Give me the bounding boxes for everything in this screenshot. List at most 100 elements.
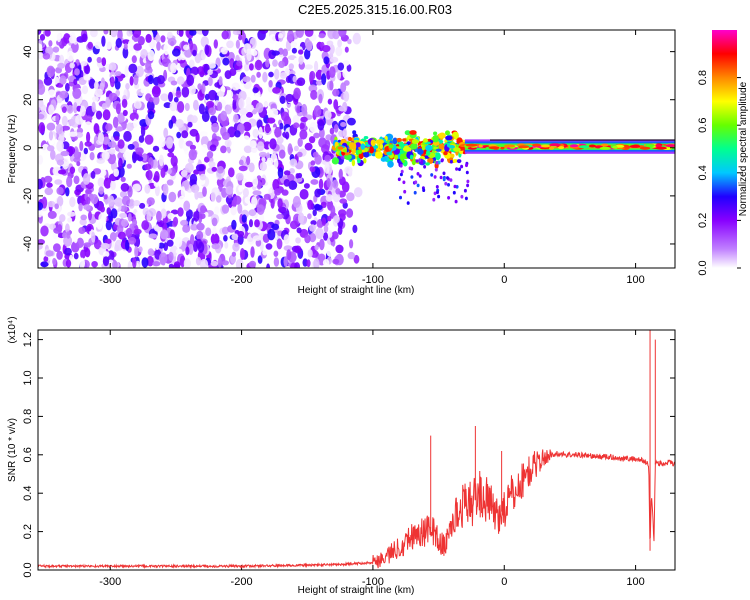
heatmap-cell xyxy=(410,175,414,179)
heatmap-cell xyxy=(174,236,183,248)
heatmap-cell xyxy=(304,30,314,37)
heatmap-cell xyxy=(655,144,662,148)
heatmap-cell xyxy=(327,98,333,105)
heatmap-cell xyxy=(250,74,256,83)
heatmap-cell xyxy=(80,214,87,221)
heatmap-cell xyxy=(157,220,165,228)
heatmap-cell xyxy=(318,178,324,190)
snr-y-tick-label: 1.2 xyxy=(22,332,34,347)
heatmap-cell xyxy=(65,82,70,92)
heatmap-cell xyxy=(83,204,91,211)
heatmap-cell xyxy=(394,154,399,160)
heatmap-cell xyxy=(110,76,115,88)
heatmap-cell xyxy=(283,256,288,268)
heatmap-cell xyxy=(144,134,154,145)
heatmap-cell xyxy=(337,225,343,235)
heatmap-cell xyxy=(133,228,142,235)
heatmap-cell xyxy=(321,144,330,154)
heatmap-cell xyxy=(466,183,470,188)
heatmap-cell xyxy=(347,251,355,260)
heatmap-cell xyxy=(363,151,370,158)
heatmap-cell xyxy=(256,141,265,152)
heatmap-cell xyxy=(241,214,247,223)
heatmap-cell xyxy=(258,126,263,139)
snr-background xyxy=(38,330,675,570)
heatmap-cell xyxy=(304,64,313,70)
heatmap-cell xyxy=(294,262,300,268)
heatmap-cell xyxy=(88,78,96,89)
heatmap-cell xyxy=(38,208,43,218)
heatmap-cell xyxy=(351,159,356,167)
heatmap-cell xyxy=(353,187,363,198)
heatmap-cell xyxy=(103,30,109,35)
heatmap-cell xyxy=(188,148,197,161)
heatmap-cell xyxy=(409,130,417,135)
heatmap-cell xyxy=(138,246,143,253)
heatmap-cell xyxy=(249,63,254,71)
heatmap-cell xyxy=(199,131,208,137)
heatmap-cell xyxy=(321,45,331,53)
heatmap-cell xyxy=(147,208,157,217)
heatmap-cell xyxy=(348,142,357,150)
heatmap-cell xyxy=(337,146,344,150)
heatmap-cell xyxy=(87,56,92,63)
heatmap-cell xyxy=(102,136,110,145)
heatmap-cell xyxy=(338,209,347,217)
heatmap-cell xyxy=(93,239,102,250)
heatmap-cell xyxy=(135,147,144,155)
heatmap-cell xyxy=(518,145,530,149)
heatmap-cell xyxy=(332,30,340,40)
heatmap-cell xyxy=(231,233,240,241)
heatmap-cell xyxy=(399,164,403,168)
heatmap-cell xyxy=(194,53,202,64)
heatmap-cell xyxy=(138,135,145,143)
snr-y-tick-label: 0.0 xyxy=(22,562,34,577)
heatmap-cell xyxy=(148,97,154,103)
heatmap-cell xyxy=(558,146,565,150)
heatmap-cell xyxy=(379,143,384,149)
snr-y-tick-label: 1.0 xyxy=(22,370,34,385)
heatmap-cell xyxy=(409,154,414,160)
heatmap-cell xyxy=(55,124,64,135)
heatmap-cell xyxy=(601,143,609,147)
heatmap-cell xyxy=(273,257,280,267)
spectrogram-y-tick-label: 20 xyxy=(22,94,34,106)
heatmap-cell xyxy=(68,118,75,127)
heatmap-cell xyxy=(357,149,363,154)
heatmap-cell xyxy=(325,194,333,202)
heatmap-cell xyxy=(152,95,160,106)
heatmap-cell xyxy=(60,150,70,157)
heatmap-cell xyxy=(185,246,190,256)
heatmap-cell xyxy=(114,244,120,252)
heatmap-cell xyxy=(38,178,43,190)
heatmap-cell xyxy=(317,119,325,131)
heatmap-cell xyxy=(163,102,172,109)
heatmap-cell xyxy=(210,260,219,267)
heatmap-cell xyxy=(115,103,121,115)
heatmap-cell xyxy=(233,113,239,123)
heatmap-cell xyxy=(237,230,245,238)
heatmap-cell xyxy=(108,62,117,71)
heatmap-cell xyxy=(103,177,112,189)
heatmap-cell xyxy=(343,91,350,102)
heatmap-cell xyxy=(250,246,255,258)
heatmap-cell xyxy=(109,232,117,242)
heatmap-cell xyxy=(433,146,439,150)
heatmap-cell xyxy=(146,100,155,111)
heatmap-cell xyxy=(78,202,83,212)
heatmap-cell xyxy=(140,87,146,94)
heatmap-cell xyxy=(178,30,184,37)
heatmap-cell xyxy=(90,30,98,38)
heatmap-cell xyxy=(48,40,53,47)
heatmap-cell xyxy=(338,105,347,112)
heatmap-cell xyxy=(73,252,79,260)
heatmap-cell xyxy=(39,34,46,41)
heatmap-cell xyxy=(312,209,317,217)
heatmap-cell xyxy=(112,116,119,128)
heatmap-cell xyxy=(252,176,259,187)
heatmap-cell xyxy=(313,258,320,268)
heatmap-cell xyxy=(115,126,124,132)
heatmap-cell xyxy=(156,41,161,51)
heatmap-cell xyxy=(242,121,252,132)
